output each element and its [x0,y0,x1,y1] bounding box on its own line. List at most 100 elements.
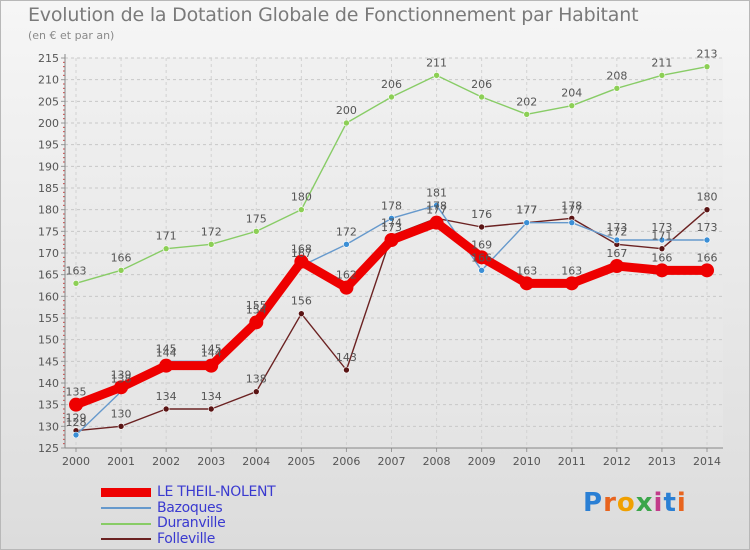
data-point [523,219,531,226]
data-label: 172 [336,225,357,238]
y-tick-label: 190 [38,160,59,173]
y-tick-label: 210 [38,74,59,87]
data-label: 172 [201,225,222,238]
data-label: 171 [156,230,177,243]
data-label: 138 [111,373,132,386]
legend-label-bazoques: Bazoques [157,499,223,516]
data-label: 169 [471,238,492,251]
y-tick-label: 125 [38,442,59,455]
data-label: 178 [426,199,447,212]
data-point [298,310,305,317]
data-label: 155 [246,299,267,312]
data-point [388,93,395,101]
data-label: 128 [66,416,87,429]
data-label: 178 [561,199,582,212]
data-point [519,276,534,291]
x-tick-label: 2006 [332,455,360,468]
data-point [478,267,485,274]
data-point [162,245,170,252]
data-point [343,119,350,127]
data-label: 167 [606,247,627,260]
data-point [162,405,170,413]
data-point [703,206,711,213]
y-tick-label: 155 [38,312,59,325]
x-tick-label: 2012 [603,455,631,468]
chart-title: Evolution de la Dotation Globale de Fonc… [28,4,639,26]
data-label: 166 [471,251,492,264]
data-point [343,366,350,374]
data-point [568,219,576,226]
data-point [339,280,354,295]
x-tick-label: 2008 [423,455,451,468]
data-point [433,202,440,209]
data-label: 173 [697,221,718,234]
data-label: 180 [697,191,718,204]
data-point [613,236,621,244]
y-tick-label: 160 [38,290,59,303]
data-label: 134 [156,390,177,403]
data-label: 173 [381,221,402,234]
y-tick-label: 135 [38,399,59,412]
data-label: 172 [606,225,627,238]
data-point [249,315,264,330]
data-label: 208 [606,69,627,82]
data-point [384,233,399,247]
legend-item-le-theil-nolent: LE THEIL-NOLENT [101,484,276,501]
legend-label-folleville: Folleville [157,530,216,547]
y-tick-label: 205 [38,95,59,108]
x-tick-label: 2009 [468,455,496,468]
logo-letter: P [583,488,604,518]
data-point [72,431,80,439]
logo-letter: o [616,488,636,518]
data-label: 134 [201,390,222,403]
data-label: 213 [697,48,718,61]
data-label: 163 [561,264,582,277]
y-tick-label: 215 [38,52,59,65]
data-label: 145 [156,342,177,355]
legend-item-folleville: Folleville [101,530,275,548]
data-point [159,358,174,373]
y-tick-label: 145 [38,355,59,368]
data-point [609,259,624,273]
data-label: 176 [471,208,492,221]
x-tick-label: 2011 [558,455,586,468]
data-point [117,423,125,430]
x-tick-label: 2004 [242,455,270,468]
data-label: 129 [66,412,87,425]
data-point [388,215,395,222]
logo-letter: r [603,488,617,518]
x-tick-label: 2001 [107,455,135,468]
data-label: 166 [111,251,132,264]
data-point [252,228,260,235]
data-label: 173 [606,221,627,234]
data-label: 175 [246,212,267,225]
data-label: 135 [66,386,87,399]
legend: LE THEIL-NOLENT Bazoques Duranville Foll… [101,484,276,548]
data-label: 171 [651,230,672,243]
legend-label-le-theil-nolent: LE THEIL-NOLENT [157,484,276,501]
y-tick-label: 180 [38,204,59,217]
x-tick-label: 2013 [648,455,676,468]
data-label: 154 [246,303,267,316]
data-label: 177 [516,204,537,217]
data-point [478,93,485,101]
x-tick-label: 2010 [513,455,541,468]
legend-swatch-bazoques [101,507,151,510]
y-tick-label: 140 [38,377,59,390]
data-label: 177 [561,204,582,217]
data-label: 144 [201,347,222,360]
data-label: 178 [381,199,402,212]
data-label: 177 [516,204,537,217]
data-label: 156 [291,295,312,308]
proxiti-logo: Proxiti [583,488,687,518]
data-label: 166 [697,251,718,264]
x-tick-label: 2014 [693,455,721,468]
data-label: 174 [381,217,402,230]
logo-letter: i [653,488,664,518]
data-label: 177 [426,204,447,217]
data-point [117,267,125,274]
legend-swatch-duranville [101,522,151,525]
data-point [658,245,666,252]
y-tick-label: 165 [38,269,59,282]
